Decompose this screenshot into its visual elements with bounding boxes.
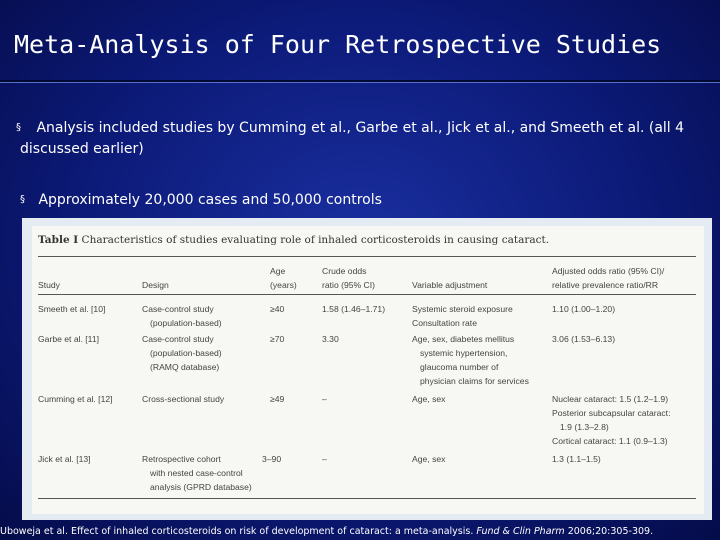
table-cell-variable: Age, sex: [412, 394, 446, 404]
table-cell-design: (RAMQ database): [150, 362, 220, 372]
table-cell-design: (population-based): [150, 318, 222, 328]
table-rule-top: [38, 256, 696, 257]
header-age: Age: [270, 266, 286, 276]
header-variable: Variable adjustment: [412, 280, 488, 290]
bullet-item: § Analysis included studies by Cumming e…: [16, 117, 710, 160]
table-cell-adjusted: 1.10 (1.00–1.20): [552, 304, 616, 314]
table-cell-design: analysis (GPRD database): [150, 482, 252, 492]
title-divider: [0, 80, 720, 82]
table-cell-variable: systemic hypertension,: [420, 348, 508, 358]
table-cell-crude: 3.30: [322, 334, 339, 344]
table-cell-design: with nested case-control: [150, 468, 243, 478]
table-cell-adjusted: 1.3 (1.1–1.5): [552, 454, 601, 464]
bullet-item: § Approximately 20,000 cases and 50,000 …: [20, 189, 710, 211]
header-design: Design: [142, 280, 169, 290]
bullet-text: Analysis included studies by Cumming et …: [20, 120, 685, 157]
table-caption: Table I Characteristics of studies evalu…: [38, 234, 549, 246]
table-cell-variable: physician claims for services: [420, 376, 529, 386]
citation-text: Uboweja et al. Effect of inhaled cortico…: [0, 526, 474, 537]
table-cell-variable: Consultation rate: [412, 318, 477, 328]
header-age-unit: (years): [270, 280, 297, 290]
table-cell-variable: Age, sex, diabetes mellitus: [412, 334, 515, 344]
table-cell-adjusted: 3.06 (1.53–6.13): [552, 334, 616, 344]
table-cell-crude: 1.58 (1.46–1.71): [322, 304, 386, 314]
table-cell-age: ≥70: [270, 334, 285, 344]
table-rule-header: [38, 294, 696, 295]
header-adjusted: Adjusted odds ratio (95% CI)/: [552, 266, 665, 276]
bullet-text: Approximately 20,000 cases and 50,000 co…: [38, 192, 382, 208]
table-cell-design: Retrospective cohort: [142, 454, 221, 464]
table-cell-study: Cumming et al. [12]: [38, 394, 113, 404]
table-image: Table I Characteristics of studies evalu…: [32, 226, 704, 514]
header-crude-ci: ratio (95% CI): [322, 280, 376, 290]
table-cell-age: 3–90: [262, 454, 282, 464]
table-cell-adjusted: Posterior subcapsular cataract:: [552, 408, 671, 418]
table-cell-variable: Systemic steroid exposure: [412, 304, 513, 314]
table-cell-adjusted: 1.9 (1.3–2.8): [560, 422, 609, 432]
table-cell-crude: –: [322, 454, 327, 464]
header-crude: Crude odds: [322, 266, 367, 276]
table-caption-label: Table I: [38, 234, 79, 246]
citation-ref: 2006;20:305-309.: [567, 526, 654, 537]
table-cell-design: Case-control study: [142, 304, 214, 314]
citation-journal: Fund & Clin Pharm: [476, 526, 565, 537]
table-cell-design: Case-control study: [142, 334, 214, 344]
bullet-icon: §: [16, 122, 21, 133]
table-cell-study: Jick et al. [13]: [38, 454, 91, 464]
header-study: Study: [38, 280, 60, 290]
citation: Uboweja et al. Effect of inhaled cortico…: [0, 526, 720, 537]
table-cell-adjusted: Nuclear cataract: 1.5 (1.2–1.9): [552, 394, 669, 404]
table-cell-design: Cross-sectional study: [142, 394, 225, 404]
table-cell-study: Smeeth et al. [10]: [38, 304, 106, 314]
table-cell-crude: –: [322, 394, 327, 404]
table-cell-variable: Age, sex: [412, 454, 446, 464]
table-cell-age: ≥40: [270, 304, 285, 314]
header-adjusted-sub: relative prevalence ratio/RR: [552, 280, 659, 290]
table-cell-adjusted: Cortical cataract: 1.1 (0.9–1.3): [552, 436, 668, 446]
table-figure: Table I Characteristics of studies evalu…: [22, 218, 712, 520]
bullet-icon: §: [20, 194, 25, 205]
table-cell-age: ≥49: [270, 394, 285, 404]
table-cell-study: Garbe et al. [11]: [38, 334, 99, 344]
table-caption-text: Characteristics of studies evaluating ro…: [81, 234, 550, 246]
table-rule-bottom: [38, 498, 696, 499]
table-cell-variable: glaucoma number of: [420, 362, 499, 372]
slide-title: Meta-Analysis of Four Retrospective Stud…: [14, 30, 662, 59]
title-divider-highlight: [0, 82, 720, 83]
table-cell-design: (population-based): [150, 348, 222, 358]
